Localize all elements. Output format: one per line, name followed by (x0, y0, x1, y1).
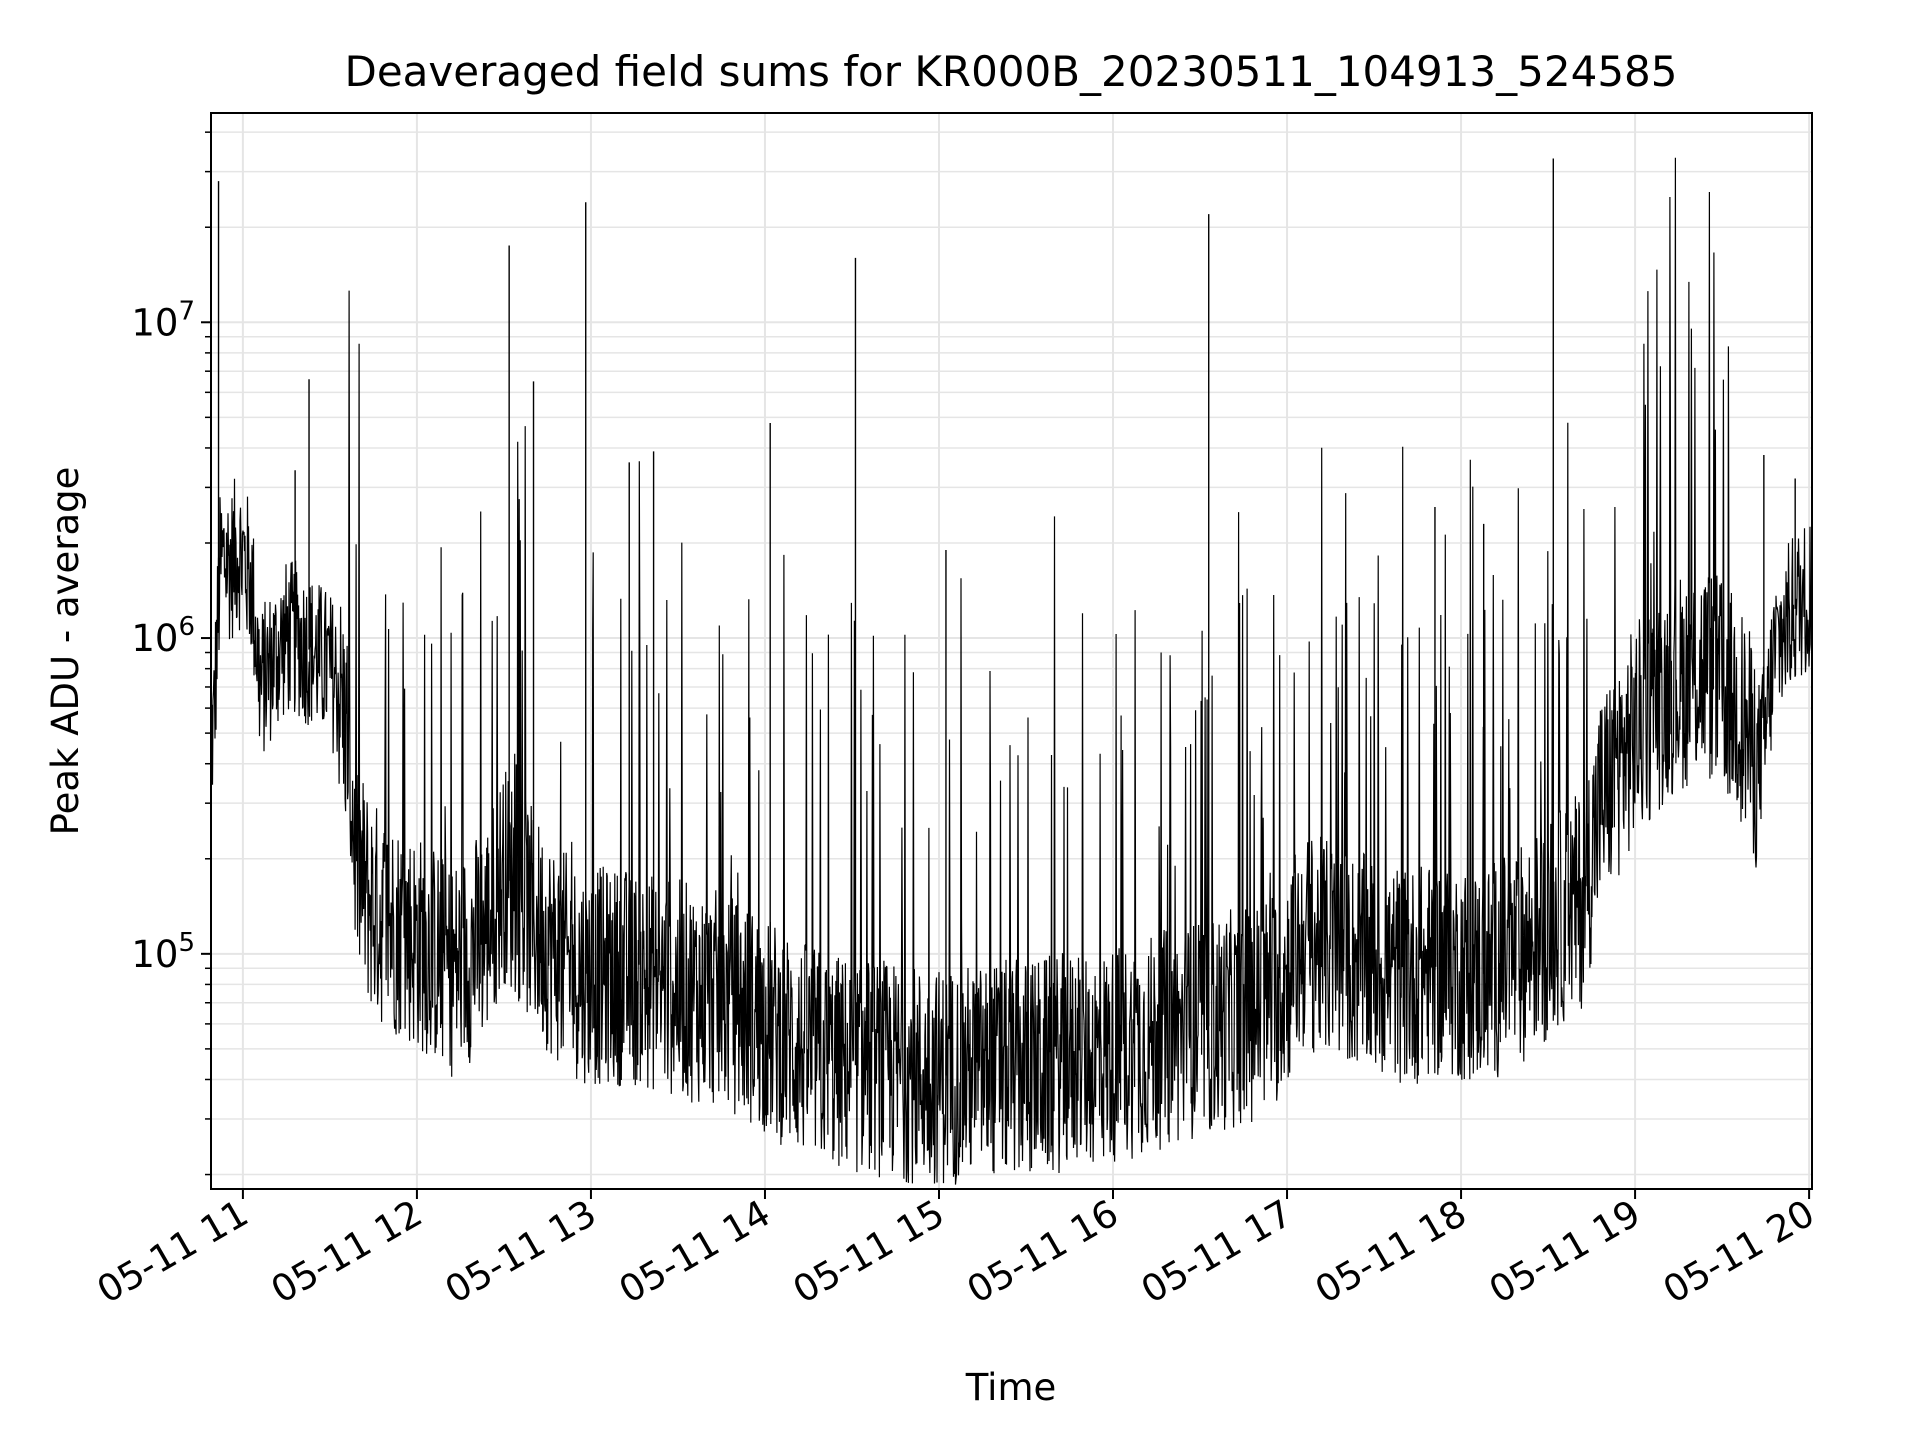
x-tick-label: 05-11 18 (1308, 1192, 1474, 1312)
plot-frame (210, 112, 1813, 1190)
y-tick-label: 107 (131, 296, 195, 344)
x-axis-label: Time (965, 1366, 1057, 1409)
x-tick-label: 05-11 14 (612, 1192, 778, 1312)
x-tick-label: 05-11 12 (264, 1192, 430, 1312)
y-tick-label: 106 (131, 612, 195, 660)
x-tick-label: 05-11 17 (1134, 1192, 1300, 1312)
x-tick-label: 05-11 15 (786, 1192, 952, 1312)
y-axis: 105 106 107 (131, 131, 211, 1176)
y-axis-label: Peak ADU - average (44, 467, 87, 836)
y-tick-label: 105 (131, 928, 195, 976)
x-tick-label: 05-11 19 (1482, 1192, 1648, 1312)
x-tick-label: 05-11 20 (1656, 1192, 1822, 1312)
series-line (210, 157, 1813, 1185)
x-tick-label: 05-11 13 (438, 1192, 604, 1312)
x-tick-label: 05-11 11 (90, 1192, 256, 1312)
x-axis: 05-11 11 05-11 12 05-11 13 05-11 14 05-11 15… (90, 1189, 1822, 1312)
chart-title: Deaveraged field sums for KR000B_2023051… (345, 47, 1678, 96)
x-tick-label: 05-11 16 (960, 1192, 1126, 1312)
series-lines (210, 157, 1813, 1185)
